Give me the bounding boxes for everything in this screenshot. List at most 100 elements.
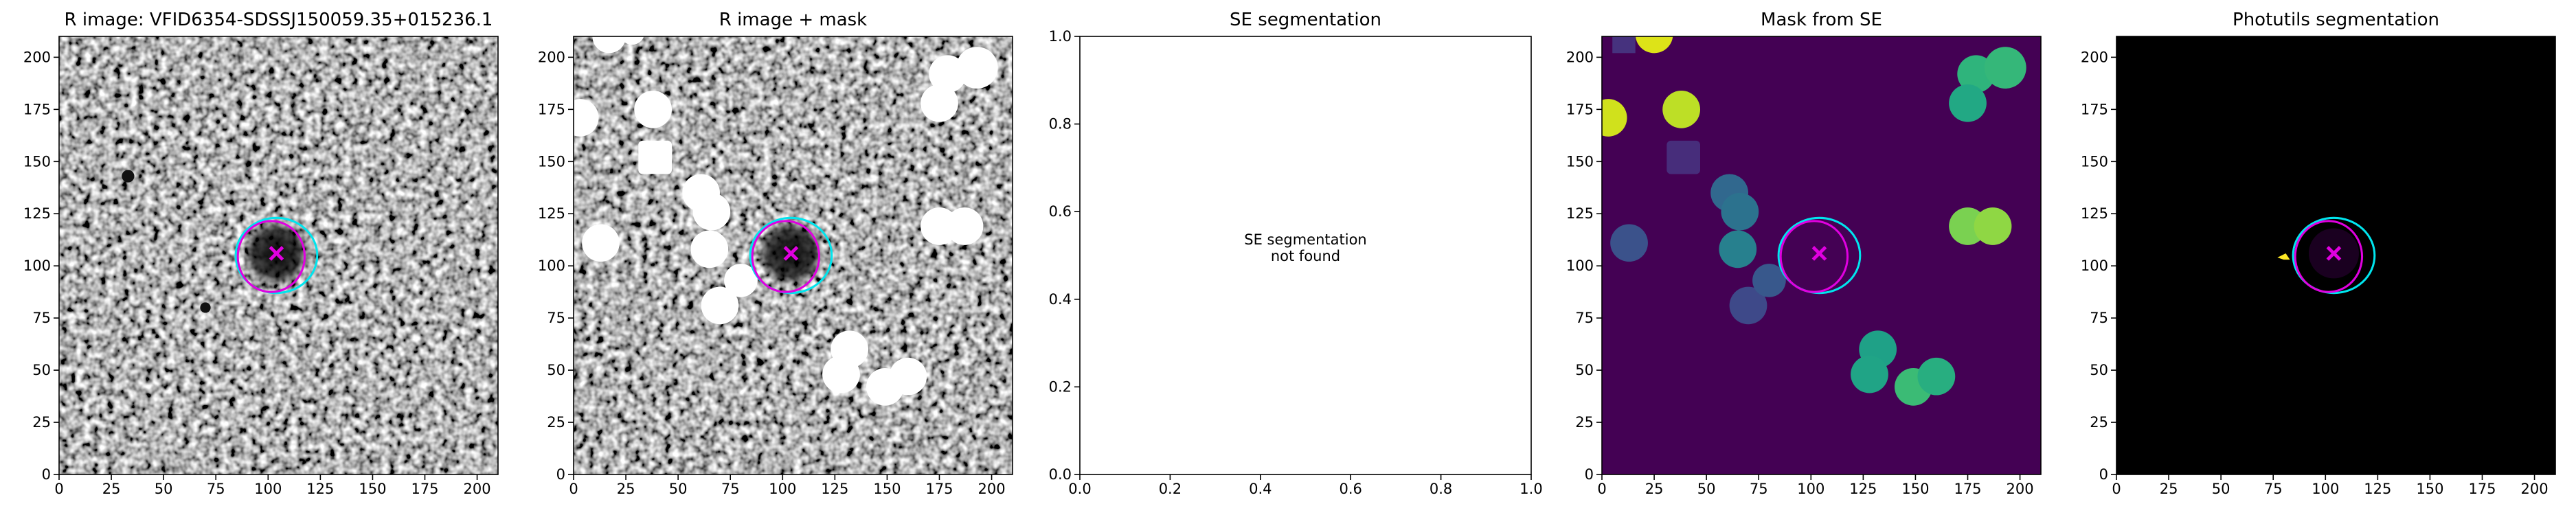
x-tick-label: 0.6 bbox=[1339, 481, 1362, 497]
y-tick-label: 0.8 bbox=[1049, 116, 1072, 133]
x-tick-label: 0 bbox=[2112, 481, 2121, 497]
x-tick-label: 75 bbox=[721, 481, 740, 497]
x-tick-label: 0.0 bbox=[1068, 481, 1091, 497]
axes-frame bbox=[2116, 36, 2556, 475]
y-tick-label: 200 bbox=[538, 49, 565, 65]
y-tick-label: 0.6 bbox=[1049, 203, 1072, 220]
y-tick-label: 0 bbox=[2099, 466, 2108, 483]
x-tick-label: 0.2 bbox=[1159, 481, 1182, 497]
y-tick-label: 1.0 bbox=[1049, 28, 1072, 45]
x-tick-label: 125 bbox=[2364, 481, 2391, 497]
panel-title: Mask from SE bbox=[1761, 10, 1882, 30]
panel-title: R image: VFID6354-SDSSJ150059.35+015236.… bbox=[65, 10, 493, 30]
y-tick-label: 25 bbox=[2090, 414, 2108, 431]
y-tick-label: 75 bbox=[32, 310, 51, 326]
x-tick-label: 50 bbox=[1697, 481, 1716, 497]
y-tick-label: 0 bbox=[42, 466, 51, 483]
y-tick-label: 100 bbox=[23, 258, 51, 274]
x-tick-label: 25 bbox=[617, 481, 635, 497]
x-tick-label: 75 bbox=[2264, 481, 2283, 497]
x-tick-label: 25 bbox=[1645, 481, 1664, 497]
x-tick-label: 50 bbox=[669, 481, 688, 497]
x-tick-label: 200 bbox=[2007, 481, 2034, 497]
x-tick-label: 75 bbox=[1750, 481, 1768, 497]
x-tick-label: 0.4 bbox=[1249, 481, 1272, 497]
y-tick-label: 175 bbox=[23, 101, 51, 117]
y-tick-label: 125 bbox=[538, 205, 565, 222]
y-tick-label: 125 bbox=[1566, 205, 1594, 222]
y-tick-label: 175 bbox=[538, 101, 565, 117]
x-tick-label: 1.0 bbox=[1519, 481, 1542, 497]
x-tick-label: 25 bbox=[102, 481, 121, 497]
r-image bbox=[59, 36, 498, 474]
y-tick-label: 100 bbox=[1566, 258, 1594, 274]
x-tick-label: 175 bbox=[411, 481, 438, 497]
y-tick-label: 75 bbox=[547, 310, 565, 326]
annotation: SE segmentation bbox=[1244, 231, 1366, 248]
y-tick-label: 25 bbox=[32, 414, 51, 431]
y-tick-label: 75 bbox=[2090, 310, 2108, 326]
panel-title: R image + mask bbox=[719, 10, 868, 30]
y-tick-label: 125 bbox=[23, 205, 51, 222]
x-tick-label: 125 bbox=[306, 481, 334, 497]
x-tick-label: 0 bbox=[54, 481, 63, 497]
masked-image bbox=[574, 36, 1013, 474]
y-tick-label: 50 bbox=[547, 362, 565, 378]
y-tick-label: 150 bbox=[1566, 153, 1594, 170]
y-tick-label: 0.4 bbox=[1049, 291, 1072, 308]
y-tick-label: 0.2 bbox=[1049, 378, 1072, 395]
x-tick-label: 150 bbox=[359, 481, 386, 497]
y-tick-label: 200 bbox=[23, 49, 51, 65]
y-tick-label: 150 bbox=[538, 153, 565, 170]
axes-frame bbox=[573, 36, 1013, 475]
x-tick-label: 100 bbox=[1797, 481, 1824, 497]
y-tick-label: 75 bbox=[1575, 310, 1594, 326]
x-tick-label: 125 bbox=[1849, 481, 1877, 497]
axes-frame bbox=[1079, 36, 1532, 475]
panel-title: SE segmentation bbox=[1230, 10, 1381, 30]
x-tick-label: 200 bbox=[2521, 481, 2549, 497]
x-tick-label: 100 bbox=[254, 481, 282, 497]
x-tick-label: 150 bbox=[2416, 481, 2443, 497]
y-tick-label: 150 bbox=[2081, 153, 2108, 170]
x-tick-label: 200 bbox=[978, 481, 1006, 497]
annotation: not found bbox=[1271, 248, 1340, 264]
y-tick-label: 50 bbox=[1575, 362, 1594, 378]
x-tick-label: 100 bbox=[2312, 481, 2339, 497]
y-tick-label: 0 bbox=[556, 466, 565, 483]
x-tick-label: 100 bbox=[769, 481, 796, 497]
panel-title: Photutils segmentation bbox=[2233, 10, 2439, 30]
y-tick-label: 50 bbox=[32, 362, 51, 378]
x-tick-label: 0 bbox=[1597, 481, 1606, 497]
y-tick-label: 25 bbox=[1575, 414, 1594, 431]
x-tick-label: 150 bbox=[1901, 481, 1929, 497]
x-tick-label: 0.8 bbox=[1430, 481, 1452, 497]
y-tick-label: 200 bbox=[1566, 49, 1594, 65]
y-tick-label: 175 bbox=[2081, 101, 2108, 117]
x-tick-label: 0 bbox=[569, 481, 578, 497]
x-tick-label: 175 bbox=[925, 481, 953, 497]
x-tick-label: 125 bbox=[821, 481, 848, 497]
x-tick-label: 50 bbox=[2212, 481, 2230, 497]
se-mask bbox=[1602, 36, 2041, 474]
photutils-segmentation bbox=[2116, 36, 2555, 474]
x-tick-label: 50 bbox=[155, 481, 173, 497]
y-tick-label: 150 bbox=[23, 153, 51, 170]
y-tick-label: 50 bbox=[2090, 362, 2108, 378]
x-tick-label: 75 bbox=[207, 481, 225, 497]
y-tick-label: 200 bbox=[2081, 49, 2108, 65]
y-tick-label: 100 bbox=[538, 258, 565, 274]
x-tick-label: 175 bbox=[1954, 481, 1981, 497]
x-tick-label: 200 bbox=[464, 481, 491, 497]
y-tick-label: 100 bbox=[2081, 258, 2108, 274]
x-tick-label: 150 bbox=[873, 481, 901, 497]
y-tick-label: 0 bbox=[1585, 466, 1594, 483]
axes-frame bbox=[1601, 36, 2042, 475]
axes-frame bbox=[58, 36, 499, 475]
x-tick-label: 175 bbox=[2468, 481, 2496, 497]
y-tick-label: 175 bbox=[1566, 101, 1594, 117]
y-tick-label: 25 bbox=[547, 414, 565, 431]
y-tick-label: 0.0 bbox=[1049, 466, 1072, 483]
y-tick-label: 125 bbox=[2081, 205, 2108, 222]
